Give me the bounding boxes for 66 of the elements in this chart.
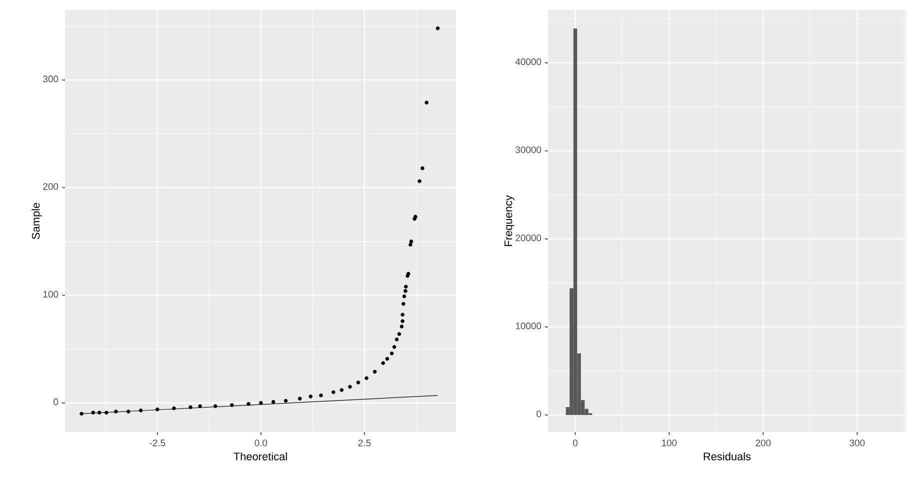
point (390, 352, 394, 356)
point (400, 324, 404, 328)
point (401, 302, 406, 306)
point (392, 345, 396, 349)
point (372, 370, 377, 374)
point (319, 394, 323, 398)
point (155, 407, 160, 412)
y-tick-label: 40000 (515, 58, 542, 66)
point (409, 240, 414, 244)
point (404, 289, 408, 293)
point (436, 26, 440, 30)
point (188, 405, 192, 410)
y-axis-title: Frequency (504, 195, 514, 246)
point (402, 294, 406, 298)
x-tick-label: 200 (756, 440, 771, 446)
point (332, 390, 336, 394)
point (424, 100, 428, 104)
x-tick-label: 0.0 (254, 440, 268, 446)
y-tick-label: 30000 (516, 146, 542, 154)
point (397, 332, 402, 336)
point (408, 242, 412, 247)
x-tick-label: 300 (850, 440, 865, 446)
point (404, 284, 408, 289)
point (406, 272, 410, 276)
point (230, 403, 234, 407)
point (364, 376, 368, 380)
point (308, 394, 313, 398)
point (271, 400, 276, 404)
x-tick-label: 0 (573, 440, 578, 446)
point (246, 402, 250, 406)
point (340, 388, 344, 392)
point (97, 410, 102, 415)
x-axis-title: Residuals (704, 452, 751, 460)
point (80, 412, 84, 416)
point (172, 406, 176, 410)
y-axis-title: Sample (32, 202, 42, 240)
point (394, 338, 399, 342)
y-tick-label: 200 (43, 183, 58, 190)
point (298, 396, 302, 401)
y-tick-label: 300 (43, 76, 58, 82)
point (213, 404, 218, 408)
point (356, 380, 360, 384)
point (138, 408, 143, 412)
x-axis-title: Theoretical (234, 452, 287, 460)
point (400, 312, 404, 317)
point (381, 361, 385, 365)
y-tick-label: 0 (536, 410, 542, 418)
y-tick-label: 20000 (516, 234, 542, 242)
x-tick-label: -2.5 (150, 440, 166, 446)
x-tick-label: 100 (662, 440, 677, 446)
point (259, 401, 263, 405)
x-tick-label: 2.5 (358, 440, 371, 446)
point (418, 179, 422, 184)
point (198, 404, 202, 408)
point (420, 166, 424, 170)
point (91, 410, 96, 415)
point (104, 410, 108, 415)
y-tick-label: 10000 (516, 322, 542, 330)
y-tick-label: 100 (43, 290, 58, 298)
point (400, 319, 404, 324)
point (385, 356, 390, 361)
point (114, 410, 118, 414)
y-tick-label: 0 (54, 398, 58, 406)
point (284, 398, 288, 403)
point (348, 384, 352, 389)
point (126, 410, 130, 414)
